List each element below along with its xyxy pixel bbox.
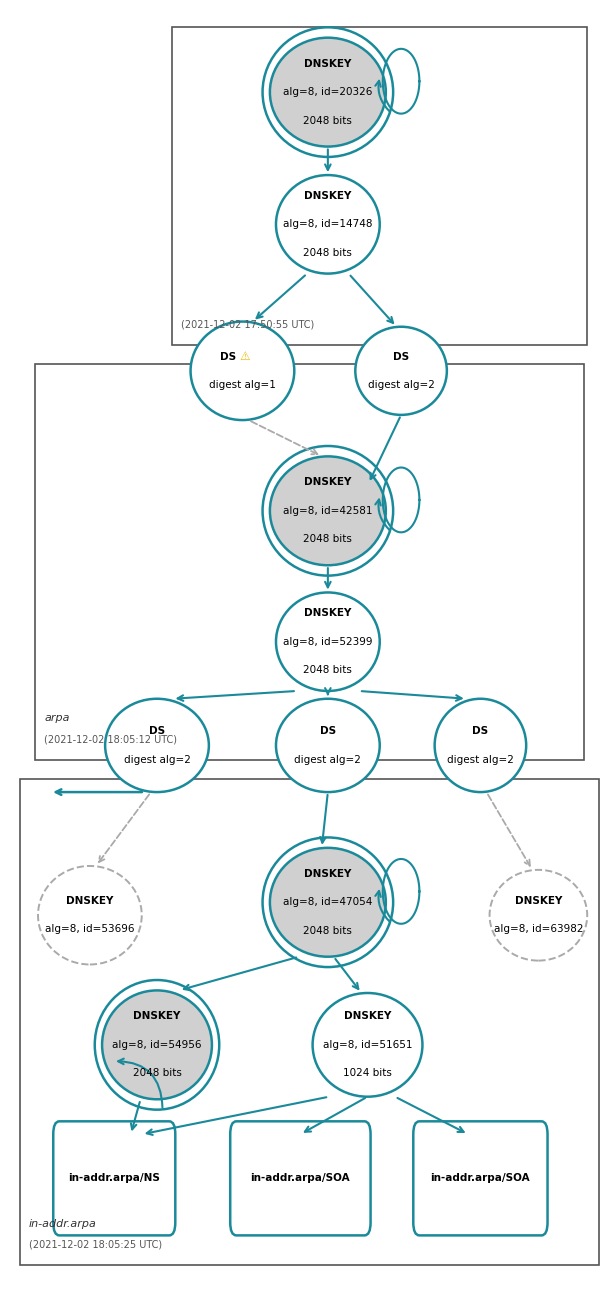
Ellipse shape — [270, 38, 386, 147]
Text: (2021-12-02 18:05:12 UTC): (2021-12-02 18:05:12 UTC) — [44, 734, 177, 744]
Ellipse shape — [105, 699, 209, 792]
Text: alg=8, id=63982: alg=8, id=63982 — [493, 925, 583, 934]
Text: DNSKEY: DNSKEY — [133, 1012, 181, 1021]
Text: (2021-12-02 17:50:55 UTC): (2021-12-02 17:50:55 UTC) — [181, 320, 314, 330]
Ellipse shape — [270, 848, 386, 956]
Text: DNSKEY: DNSKEY — [304, 191, 351, 201]
Text: DNSKEY: DNSKEY — [304, 477, 351, 487]
Ellipse shape — [490, 870, 587, 960]
Text: DS: DS — [320, 726, 336, 737]
Text: digest alg=2: digest alg=2 — [294, 755, 361, 765]
Text: alg=8, id=20326: alg=8, id=20326 — [283, 87, 373, 97]
Text: 2048 bits: 2048 bits — [303, 534, 352, 544]
Text: DNSKEY: DNSKEY — [304, 608, 351, 618]
Text: DS: DS — [220, 352, 237, 361]
Text: ⚠: ⚠ — [239, 349, 250, 362]
Text: in-addr.arpa/SOA: in-addr.arpa/SOA — [430, 1173, 530, 1183]
FancyBboxPatch shape — [172, 27, 587, 346]
Text: DNSKEY: DNSKEY — [66, 896, 113, 905]
Text: in-addr.arpa: in-addr.arpa — [29, 1218, 97, 1229]
Text: DS: DS — [393, 352, 409, 361]
Text: 2048 bits: 2048 bits — [303, 665, 352, 675]
Text: alg=8, id=51651: alg=8, id=51651 — [323, 1039, 413, 1050]
Text: 2048 bits: 2048 bits — [303, 248, 352, 259]
Ellipse shape — [435, 699, 526, 792]
Ellipse shape — [313, 992, 422, 1096]
Text: DNSKEY: DNSKEY — [304, 869, 351, 878]
Text: DNSKEY: DNSKEY — [515, 896, 562, 905]
Text: DS: DS — [473, 726, 489, 737]
Text: 2048 bits: 2048 bits — [303, 926, 352, 935]
Text: arpa: arpa — [44, 713, 70, 724]
Text: digest alg=2: digest alg=2 — [124, 755, 191, 765]
Text: (2021-12-02 18:05:25 UTC): (2021-12-02 18:05:25 UTC) — [29, 1239, 162, 1250]
FancyBboxPatch shape — [413, 1121, 547, 1235]
Text: in-addr.arpa/NS: in-addr.arpa/NS — [68, 1173, 160, 1183]
Ellipse shape — [356, 327, 447, 414]
Text: DNSKEY: DNSKEY — [304, 58, 351, 69]
Text: alg=8, id=42581: alg=8, id=42581 — [283, 505, 373, 516]
Text: 1024 bits: 1024 bits — [343, 1068, 392, 1078]
Ellipse shape — [276, 175, 379, 274]
Ellipse shape — [191, 322, 294, 420]
Text: DS: DS — [149, 726, 165, 737]
Text: alg=8, id=14748: alg=8, id=14748 — [283, 220, 373, 230]
FancyBboxPatch shape — [53, 1121, 175, 1235]
Text: alg=8, id=54956: alg=8, id=54956 — [112, 1039, 202, 1050]
Text: alg=8, id=47054: alg=8, id=47054 — [283, 898, 373, 907]
Ellipse shape — [38, 866, 142, 964]
Text: digest alg=2: digest alg=2 — [368, 381, 435, 390]
Ellipse shape — [276, 592, 379, 691]
Ellipse shape — [276, 699, 379, 792]
Ellipse shape — [102, 990, 212, 1099]
Text: alg=8, id=53696: alg=8, id=53696 — [45, 925, 135, 934]
Text: digest alg=2: digest alg=2 — [447, 755, 514, 765]
Text: DNSKEY: DNSKEY — [344, 1012, 391, 1021]
Text: 2048 bits: 2048 bits — [303, 116, 352, 126]
Text: in-addr.arpa/SOA: in-addr.arpa/SOA — [251, 1173, 350, 1183]
Text: 2048 bits: 2048 bits — [132, 1068, 181, 1078]
FancyBboxPatch shape — [230, 1121, 371, 1235]
FancyBboxPatch shape — [20, 779, 600, 1265]
Ellipse shape — [270, 456, 386, 565]
Text: digest alg=1: digest alg=1 — [209, 381, 276, 390]
FancyBboxPatch shape — [35, 364, 584, 760]
Text: alg=8, id=52399: alg=8, id=52399 — [283, 637, 373, 647]
